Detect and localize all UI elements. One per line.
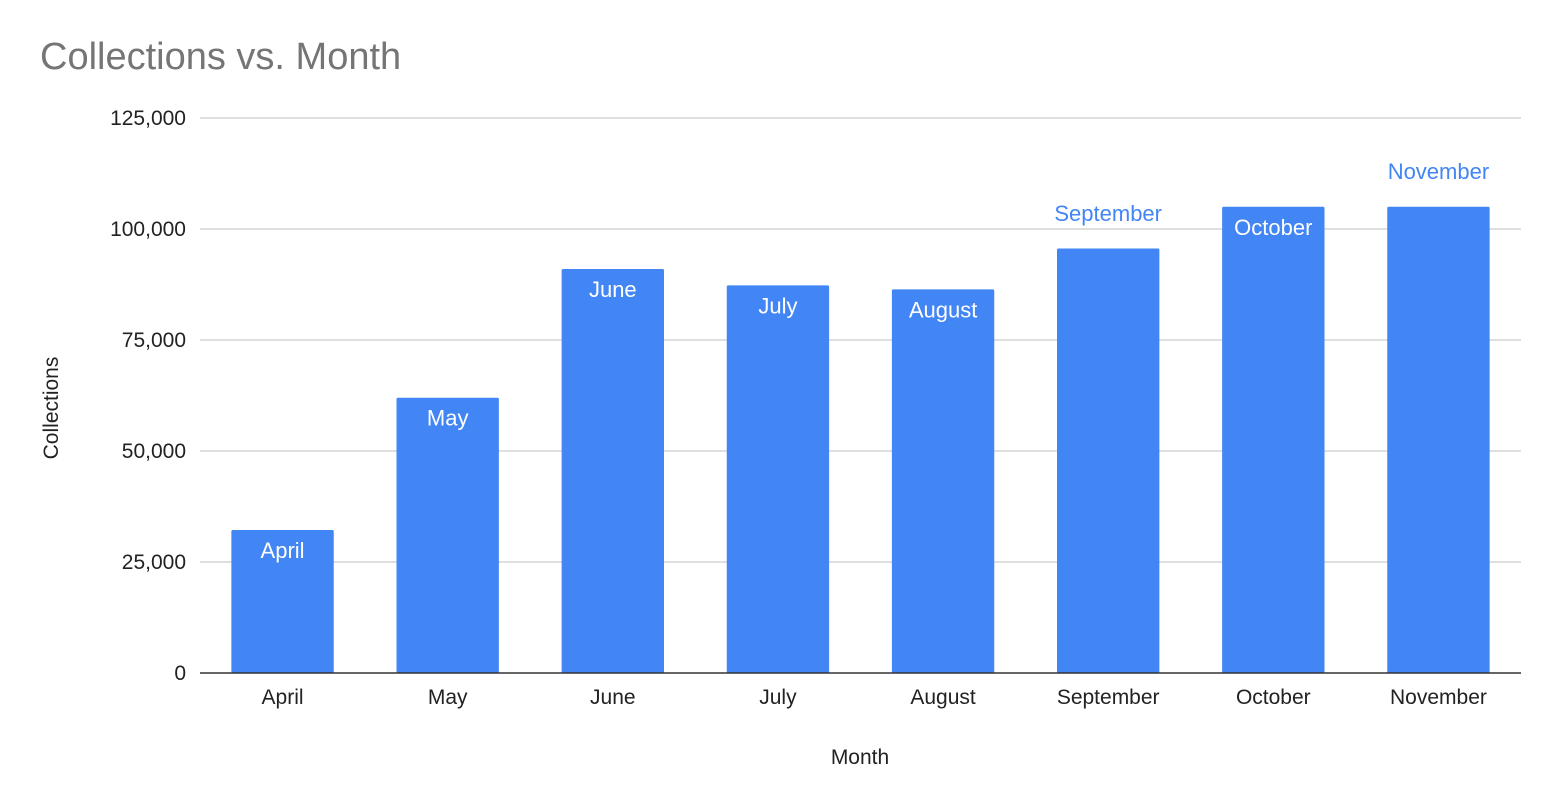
bar-june [561,268,665,673]
bar-august [891,289,995,673]
data-label-may: May [427,406,469,431]
y-tick-label: 125,000 [110,107,186,130]
data-labels: April May June July August September October No… [261,159,1490,563]
chart-title: Collections vs. Month [40,36,402,78]
y-tick-label: 0 [174,662,186,685]
y-tick-label: 50,000 [122,440,186,463]
x-tick-label: June [590,686,636,709]
bar-october [1222,206,1325,674]
y-tick-label: 100,000 [110,218,186,241]
x-tick-label: July [759,686,797,709]
bar-may [396,397,499,673]
y-axis-tick-labels: 0 25,000 50,000 75,000 100,000 125,000 [110,107,186,685]
bar-november [1387,206,1490,674]
x-tick-label: May [428,686,468,709]
data-label-september: September [1054,201,1162,226]
y-tick-label: 75,000 [122,329,186,352]
bar-september [1056,248,1160,673]
y-tick-label: 25,000 [122,551,186,574]
bar-july [726,285,830,673]
x-tick-label: April [262,686,304,709]
data-label-april: April [261,538,305,563]
x-tick-label: November [1390,686,1487,709]
data-label-july: July [758,293,797,318]
x-tick-label: October [1236,686,1311,709]
data-label-november: November [1388,159,1489,184]
x-axis-tick-labels: April May June July August September October No… [262,686,1487,709]
bars [231,206,1490,674]
data-label-august: August [909,297,978,322]
data-label-october: October [1234,215,1312,240]
x-tick-label: September [1057,686,1160,709]
x-axis-title: Month [831,746,889,769]
data-label-june: June [589,277,637,302]
x-tick-label: August [910,686,976,709]
y-axis-title: Collections [40,357,63,460]
bar-april [231,530,334,673]
